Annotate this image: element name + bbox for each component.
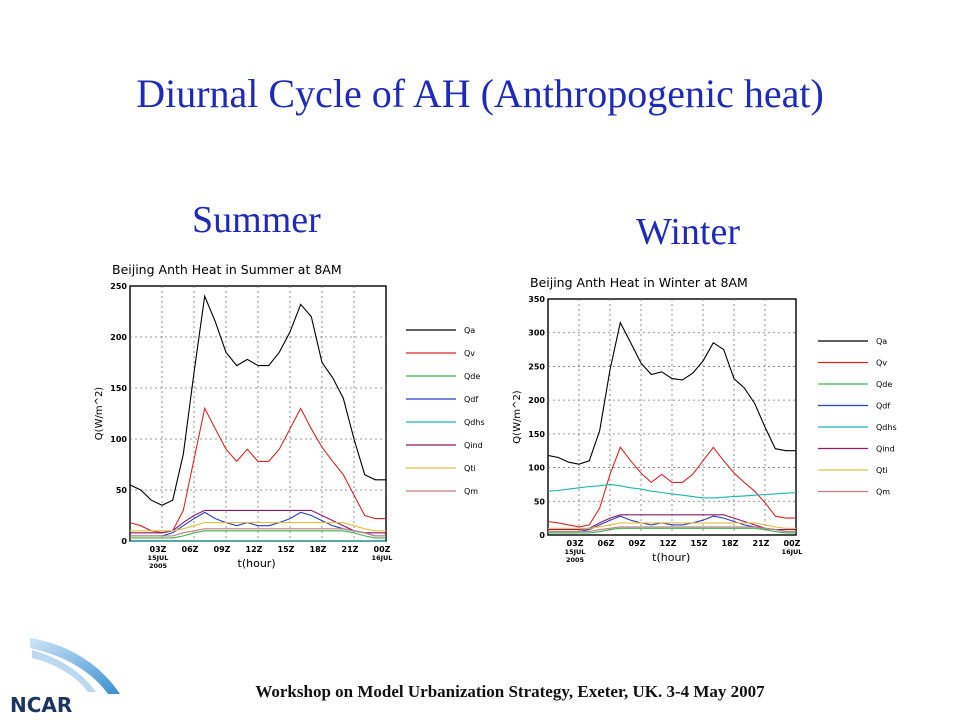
winter-label: Winter: [636, 211, 740, 253]
footer-text: Workshop on Model Urbanization Strategy,…: [255, 682, 765, 701]
x-tick-label: 00Z: [784, 539, 801, 548]
legend-label: Qdhs: [464, 418, 485, 427]
y-tick-label: 250: [110, 282, 127, 291]
y-axis-label: Q(W/m^2): [94, 387, 105, 441]
winter-chart: Beijing Anth Heat in Winter at 8AM 0 50 100…: [512, 275, 897, 564]
series-line-qv: [547, 446, 796, 528]
x-tick-label: 18Z: [722, 539, 739, 548]
legend-label: Qti: [464, 464, 476, 473]
series-line-qdhs: [547, 483, 797, 499]
x-tick-label: 15Z: [278, 545, 295, 554]
x-tick-label: 06Z: [598, 539, 615, 548]
x-tick-label: 00Z: [374, 545, 391, 554]
x-tick-label: 15Z: [691, 539, 708, 548]
x-tick-label: 09Z: [214, 545, 231, 554]
legend-label: Qti: [876, 466, 888, 475]
y-tick-label: 350: [528, 295, 545, 304]
legend-label: Qv: [876, 359, 887, 368]
x-tick-label: 03Z: [150, 545, 167, 554]
legend-label: Qm: [876, 488, 890, 497]
logo-text: NCAR: [10, 693, 72, 716]
y-tick-label: 150: [528, 430, 545, 439]
y-tick-label: 50: [116, 486, 128, 495]
series-line-qti: [130, 522, 386, 532]
x-tick-label: 12Z: [660, 539, 677, 548]
summer-chart: Beijing Anth Heat in Summer at 8AM 0 50 100…: [94, 262, 485, 570]
legend-label: Qv: [464, 349, 475, 358]
series-line-qde: [130, 530, 386, 539]
y-axis-label: Q(W/m^2): [512, 390, 523, 444]
series-line-qa: [547, 320, 796, 465]
x-axis-label: t(hour): [652, 551, 690, 564]
x-tick-label: 16JUL: [372, 554, 393, 562]
y-tick-label: 200: [528, 396, 545, 405]
legend-label: Qdhs: [876, 423, 897, 432]
x-tick-label: 12Z: [246, 545, 263, 554]
chart-title: Beijing Anth Heat in Winter at 8AM: [530, 275, 748, 290]
series-line-qde: [548, 527, 796, 534]
series-line-qti: [548, 522, 796, 529]
legend-label: Qind: [876, 445, 895, 454]
y-tick-label: 50: [534, 497, 546, 506]
y-tick-label: 250: [528, 362, 545, 371]
ncar-logo: NCAR: [10, 638, 120, 716]
x-tick-label: 2005: [149, 562, 168, 570]
series-line-qm: [130, 528, 386, 537]
x-tick-label: 15JUL: [148, 554, 169, 562]
legend-label: Qa: [464, 326, 475, 335]
y-tick-label: 100: [110, 435, 127, 444]
slide-title: Diurnal Cycle of AH (Anthropogenic heat): [136, 71, 824, 116]
y-tick-label: 0: [539, 531, 545, 540]
x-tick-label: 15JUL: [565, 548, 586, 556]
x-tick-label: 18Z: [310, 545, 327, 554]
chart-title: Beijing Anth Heat in Summer at 8AM: [112, 262, 342, 277]
y-tick-label: 150: [110, 384, 127, 393]
legend-label: Qm: [464, 487, 478, 496]
y-tick-label: 300: [528, 329, 545, 338]
x-tick-label: 2005: [566, 556, 585, 564]
x-axis-label: t(hour): [238, 557, 276, 570]
legend-label: Qdf: [464, 395, 478, 404]
y-tick-label: 0: [121, 537, 127, 546]
x-tick-label: 16JUL: [782, 548, 803, 556]
y-tick-label: 200: [110, 333, 127, 342]
legend-label: Qdf: [876, 402, 890, 411]
series-line-qm: [548, 526, 796, 533]
x-tick-label: 09Z: [629, 539, 646, 548]
legend-label: Qde: [876, 380, 892, 389]
summer-label: Summer: [192, 199, 321, 241]
x-tick-label: 21Z: [753, 539, 770, 548]
legend-label: Qind: [464, 441, 483, 450]
x-tick-label: 21Z: [342, 545, 359, 554]
y-tick-label: 100: [528, 464, 545, 473]
legend-label: Qde: [464, 372, 480, 381]
x-tick-label: 06Z: [182, 545, 199, 554]
legend-label: Qa: [876, 337, 887, 346]
series-line-qa: [129, 294, 386, 506]
x-tick-label: 03Z: [567, 539, 584, 548]
